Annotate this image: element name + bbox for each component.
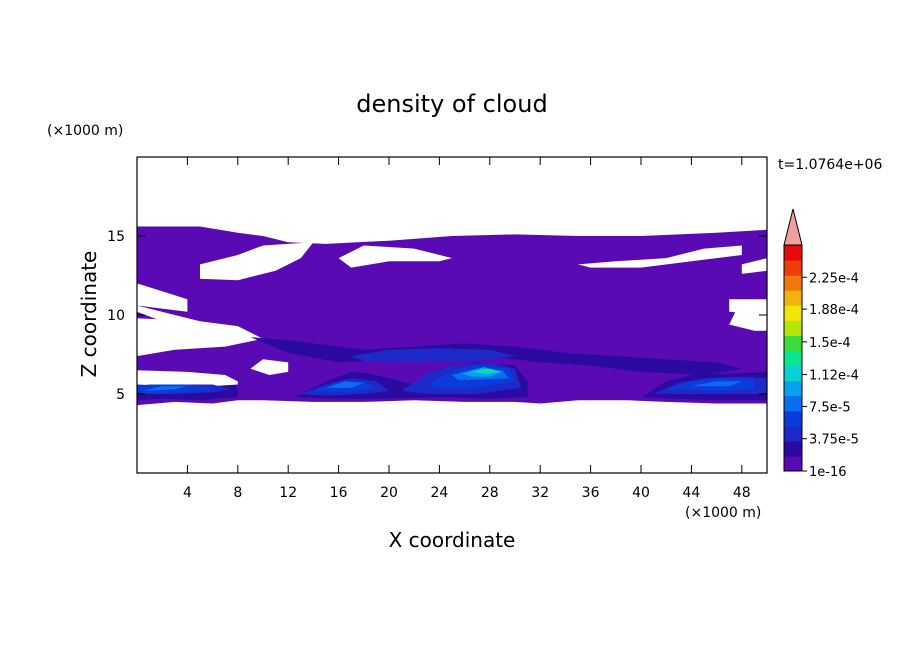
plot-area [136,156,768,474]
x-tick-label: 44 [682,485,700,501]
contour-region-8 [351,348,515,363]
x-tick-label: 40 [632,485,650,501]
x-axis-label: X coordinate [389,528,516,552]
colorbar-swatch [784,305,802,321]
colorbar-swatch [784,275,802,291]
colorbar-swatch [784,245,802,261]
colorbar-swatch [784,425,802,442]
x-tick-label: 20 [380,485,398,501]
x-axis-unit: (×1000 m) [685,505,761,521]
contour-region-20 [477,368,495,372]
colorbar-swatch [784,320,802,336]
colorbar-swatch [784,335,802,351]
cloud-free-gap-1 [338,245,452,268]
colorbar-swatch [784,380,802,397]
x-tick-label: 8 [233,485,242,501]
x-tick-label: 32 [531,485,549,501]
x-tick-label: 12 [279,485,297,501]
x-tick-label: 36 [582,485,600,501]
colorbar-label: 1.5e-4 [809,336,851,351]
x-tick-label: 48 [733,485,751,501]
y-tick-label: 10 [107,308,125,324]
colorbar-label: 7.5e-5 [809,400,851,415]
colorbar-label: 1e-16 [809,465,847,480]
colorbar-swatch [784,260,802,276]
chart-title: density of cloud [356,90,547,118]
contour-region-14 [326,381,364,388]
colorbar-label: 2.25e-4 [809,271,859,286]
contour-region-17 [691,381,742,387]
x-tick-label: 16 [330,485,348,501]
colorbar-label: 1.12e-4 [809,369,859,384]
cloud-free-gap-5 [729,311,767,331]
colorbar-extend-triangle [783,208,803,246]
y-axis-label: Z coordinate [77,251,101,378]
cloud-free-gap-3 [741,258,767,274]
x-tick-label: 28 [481,485,499,501]
contour-region-16 [143,386,188,391]
colorbar-swatch [784,365,802,382]
colorbar-swatch [784,440,802,457]
x-tick-label: 4 [183,485,192,501]
y-tick-label: 5 [116,387,125,403]
x-tick-label: 24 [430,485,448,501]
cloud-free-gap-2 [578,245,742,268]
colorbar-swatch [784,290,802,306]
y-axis-ticks: 5 10 15 [107,229,767,403]
colorbar-label: 1.88e-4 [809,303,859,318]
colorbar-swatch [784,350,802,367]
cloud-free-gap-6 [250,359,289,375]
colorbar-frame [783,244,803,472]
cloud-free-gap-0 [200,242,314,281]
colorbar-swatch [784,395,802,412]
colorbar: 1e-16 3.75e-5 7.5e-5 1.12e-4 1.5e-4 1.88e-4 2.… [783,208,859,480]
colorbar-swatch [784,455,802,472]
colorbar-label: 3.75e-5 [809,433,859,448]
y-axis-unit: (×1000 m) [47,123,123,139]
cloud-free-gap-4 [137,305,213,331]
colorbar-swatch [784,410,802,427]
y-tick-label: 15 [107,229,125,245]
time-label: t=1.0764e+06 [778,157,882,173]
x-axis-ticks: 4 8 12 16 20 24 28 32 36 40 44 48 [183,157,751,501]
